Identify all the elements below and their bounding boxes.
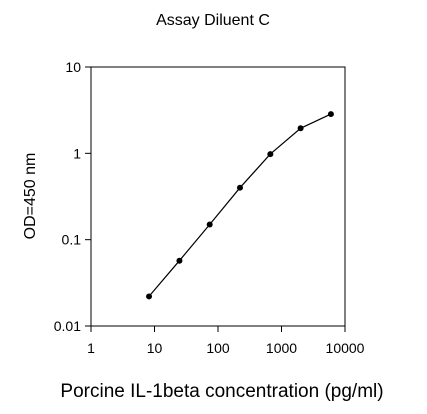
data-point xyxy=(146,293,153,300)
x-axis-ticks: 1 10 100 1000 10000 xyxy=(87,326,365,356)
data-point xyxy=(327,111,334,118)
y-tick-label: 1 xyxy=(73,145,81,161)
chart-title: Assay Diluent C xyxy=(156,12,270,29)
x-axis-label: Porcine IL-1beta concentration (pg/ml) xyxy=(60,381,383,402)
data-point xyxy=(206,221,213,228)
y-axis-label: OD=450 nm xyxy=(22,153,39,240)
y-tick-label: 0.1 xyxy=(62,232,82,248)
data-point xyxy=(236,184,243,191)
x-tick-label: 100 xyxy=(206,340,230,356)
x-tick-label: 10 xyxy=(147,340,163,356)
data-point xyxy=(297,125,304,132)
series-layer xyxy=(146,111,334,300)
x-tick-label: 1000 xyxy=(266,340,297,356)
y-tick-label: 0.01 xyxy=(54,318,81,334)
x-tick-label: 1 xyxy=(87,340,95,356)
y-axis-ticks: 0.01 0.1 1 10 xyxy=(54,59,91,334)
plot-area xyxy=(90,66,346,327)
series-line xyxy=(148,113,332,297)
x-tick-label: 10000 xyxy=(326,340,365,356)
data-point xyxy=(176,257,183,264)
data-point xyxy=(267,151,274,158)
y-tick-label: 10 xyxy=(65,59,81,75)
